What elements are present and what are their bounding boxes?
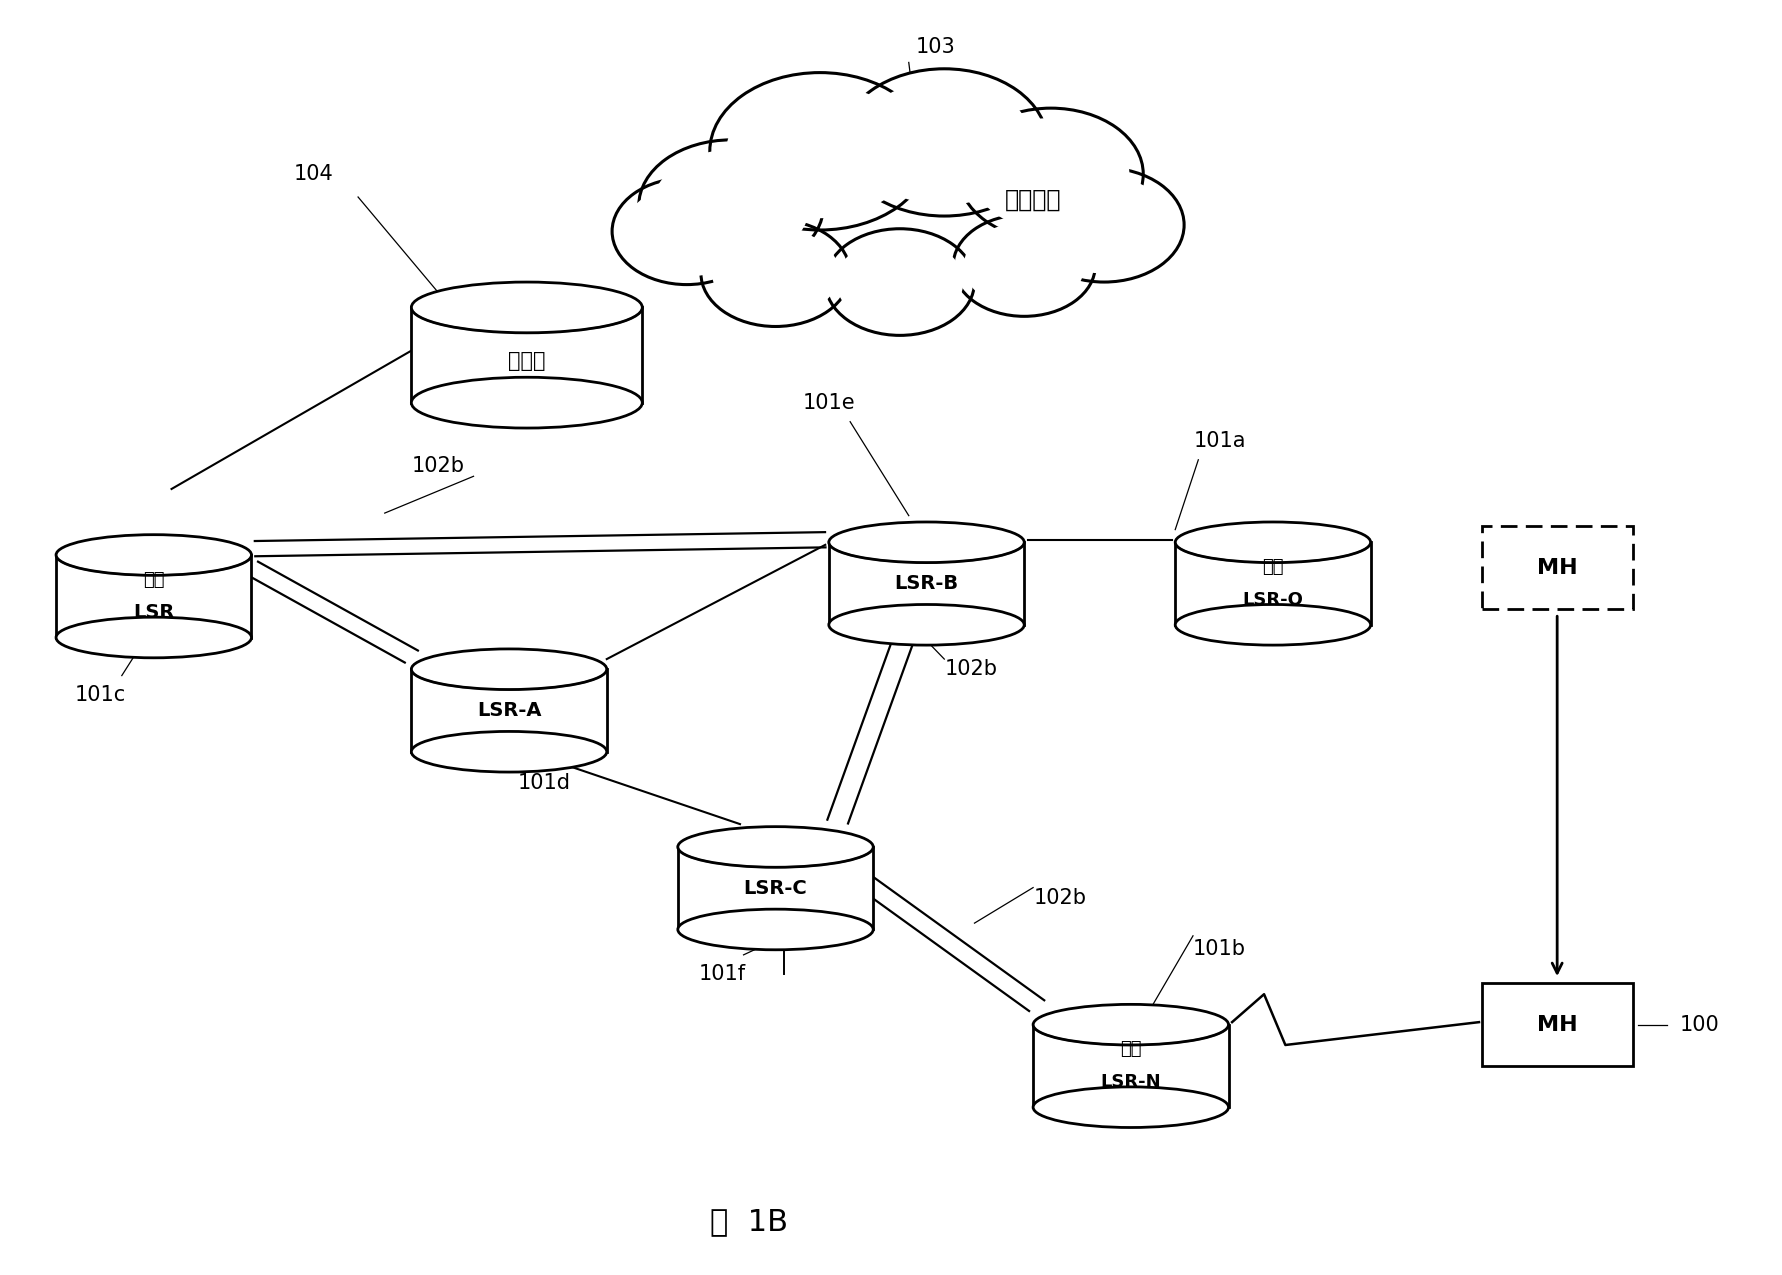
Ellipse shape [829,521,1025,562]
Text: 102b: 102b [1034,887,1087,908]
Circle shape [709,73,930,230]
Text: 入口: 入口 [143,571,164,589]
Text: LSR-O: LSR-O [1242,592,1303,609]
Circle shape [959,108,1144,240]
Text: 102b: 102b [944,659,998,680]
Text: 103: 103 [916,37,955,57]
Text: 102b: 102b [412,456,465,476]
Bar [55,555,251,638]
Polygon shape [827,623,920,824]
Bar [412,307,642,403]
Ellipse shape [677,826,873,867]
Polygon shape [255,532,825,556]
Text: 101e: 101e [802,393,855,413]
Bar [1481,527,1632,609]
Text: LSR-N: LSR-N [1101,1074,1162,1091]
Text: LSR-C: LSR-C [743,878,807,898]
Circle shape [638,140,823,272]
Ellipse shape [1034,1086,1228,1127]
Circle shape [700,219,850,326]
Ellipse shape [55,534,251,575]
Ellipse shape [829,604,1025,645]
Text: 路由器: 路由器 [508,352,545,371]
Text: 104: 104 [294,164,333,184]
Text: 出口: 出口 [1262,558,1283,576]
Circle shape [857,80,1032,205]
Circle shape [624,186,750,277]
Bar [677,847,873,929]
Circle shape [825,228,975,335]
Circle shape [611,179,761,284]
Circle shape [953,214,1096,316]
Bar [1176,542,1370,625]
Text: MH: MH [1536,557,1577,578]
Polygon shape [244,562,419,663]
Ellipse shape [1176,604,1370,645]
Circle shape [727,84,914,218]
Bar [829,542,1025,625]
Bar [1481,983,1632,1066]
Circle shape [841,69,1048,215]
Text: 外部网络: 外部网络 [1005,187,1062,212]
Text: 100: 100 [1679,1015,1720,1035]
Ellipse shape [55,617,251,658]
Text: 101d: 101d [519,774,570,793]
Text: 101b: 101b [1194,938,1246,959]
Text: 101a: 101a [1194,431,1246,451]
Bar [1034,1025,1228,1107]
Text: LSR: LSR [134,603,175,622]
Ellipse shape [412,282,642,333]
Ellipse shape [412,649,606,690]
Circle shape [964,222,1085,309]
Ellipse shape [412,377,642,428]
Text: 101f: 101f [699,964,747,984]
Ellipse shape [1034,1005,1228,1046]
Circle shape [652,149,809,261]
Polygon shape [836,861,1044,1011]
Text: LSR-B: LSR-B [895,574,959,593]
Ellipse shape [412,732,606,773]
Text: 出口: 出口 [1121,1040,1142,1058]
Text: 图  1B: 图 1B [709,1207,788,1235]
Text: LSR-A: LSR-A [478,701,542,720]
Text: MH: MH [1536,1015,1577,1035]
Ellipse shape [677,909,873,950]
Circle shape [713,228,839,319]
Circle shape [1025,168,1183,282]
Ellipse shape [1176,521,1370,562]
Text: 101c: 101c [75,685,127,705]
Circle shape [836,237,964,328]
Bar [412,669,606,752]
Circle shape [1035,176,1173,273]
Circle shape [973,119,1130,231]
